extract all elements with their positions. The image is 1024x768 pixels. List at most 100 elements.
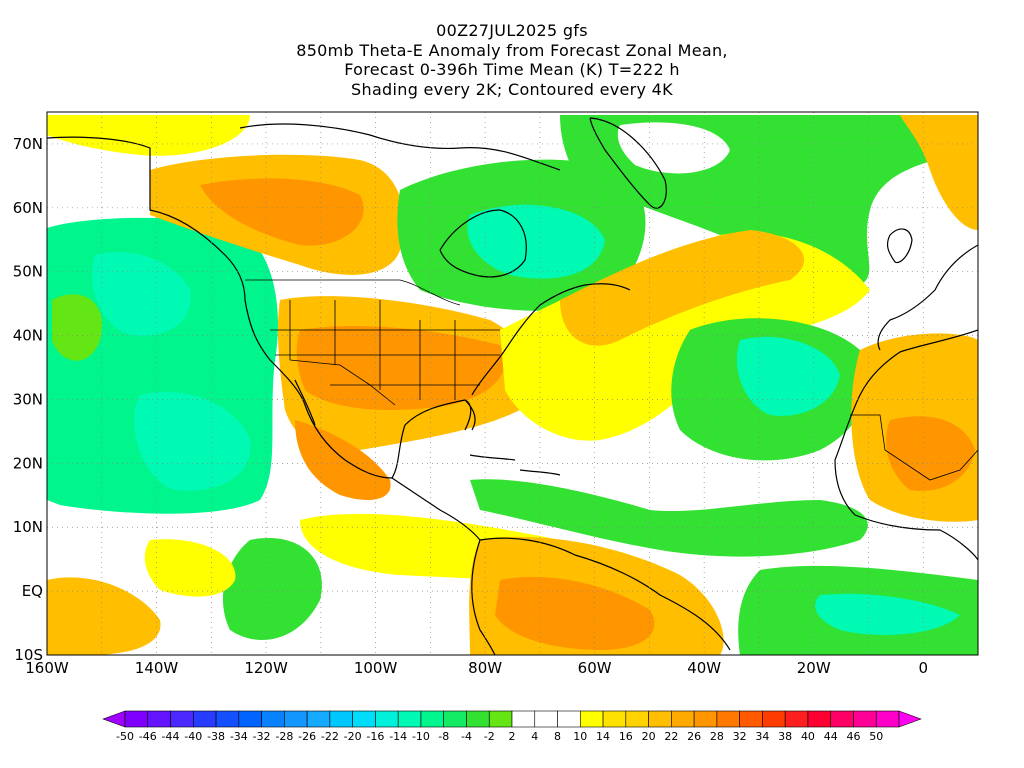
lon-tick-label: 160W: [25, 659, 69, 677]
title-line-3: Forecast 0-396h Time Mean (K) T=222 h: [344, 60, 680, 79]
coast-africa: [834, 329, 978, 561]
colorbar-swatch: [511, 710, 536, 728]
lat-tick-label: 60N: [13, 199, 43, 217]
shade-mexico-orange: [295, 420, 391, 500]
colorbar-label: -34: [230, 730, 248, 743]
colorbar-swatch: [397, 710, 422, 728]
colorbar-label: -2: [484, 730, 495, 743]
lon-axis-labels: 160W 140W 120W 100W 80W 60W 40W 20W 0: [25, 659, 928, 677]
colorbar-swatch: [261, 710, 285, 728]
border-us-states-b: [270, 329, 500, 386]
lat-tick-label: EQ: [22, 582, 43, 600]
shade-satl-lightgreen: [815, 593, 960, 635]
shade-pacific-cyan-a: [91, 251, 191, 336]
colorbar-swatch: [306, 710, 331, 728]
colorbar-swatch: [853, 710, 877, 728]
shade-sp-orange: [47, 577, 161, 655]
colorbar-swatch: [238, 710, 262, 728]
colorbar-swatch: [466, 710, 490, 728]
colorbar-label: 50: [869, 730, 883, 743]
lon-tick-label: 0: [918, 659, 928, 677]
coast-baja: [294, 379, 316, 426]
colorbar-label: 14: [596, 730, 610, 743]
lon-tick-label: 80W: [468, 659, 502, 677]
lat-tick-label: 70N: [13, 135, 43, 153]
shade-alaska-red: [200, 178, 364, 246]
colorbar-label: 22: [664, 730, 678, 743]
colorbar-swatch: [147, 710, 171, 728]
colorbar-swatch: [807, 710, 832, 728]
colorbar-label: -26: [298, 730, 316, 743]
colorbar-swatch: [625, 710, 649, 728]
colorbar-swatch: [375, 710, 399, 728]
shade-eastatl-cyan: [736, 336, 840, 416]
coast-westcoast: [244, 299, 393, 479]
lat-tick-label: 20N: [13, 454, 43, 472]
colorbar-label: 16: [619, 730, 633, 743]
lon-tick-label: 120W: [244, 659, 288, 677]
colorbar-swatch: [784, 710, 809, 728]
colorbar-label: 4: [531, 730, 538, 743]
shade-pacific-cyan-b: [134, 392, 251, 491]
colorbar-label: -46: [139, 730, 157, 743]
coast-hudson: [439, 209, 527, 278]
colorbar: -50 -46 -44 -40 -38 -34 -32 -28 -26 -22 -20 -16 -14-…: [102, 710, 922, 743]
map-frame: [46, 111, 979, 656]
colorbar-swatch: [762, 710, 786, 728]
colorbar-label: -44: [162, 730, 180, 743]
colorbar-swatch: [170, 710, 194, 728]
colorbar-swatch: [579, 710, 604, 728]
colorbar-swatch: [352, 710, 376, 728]
shade-europe-orange: [900, 115, 978, 230]
colorbar-swatch: [215, 710, 240, 728]
shade-canada-cyan: [467, 204, 605, 279]
colorbar-label: -50: [116, 730, 134, 743]
lon-tick-label: 60W: [578, 659, 612, 677]
colorbar-swatch: [488, 710, 513, 728]
coast-centralam: [391, 477, 481, 541]
colorbar-swatch: [443, 710, 467, 728]
coast-eastcoast: [471, 283, 631, 396]
colorbar-label: 26: [687, 730, 701, 743]
title-line-4: Shading every 2K; Contoured every 4K: [351, 79, 673, 99]
colorbar-label: -8: [438, 730, 449, 743]
lon-tick-label: 100W: [354, 659, 398, 677]
colorbar-label: 20: [642, 730, 656, 743]
border-sahara: [850, 414, 978, 481]
colorbar-label: -22: [321, 730, 339, 743]
colorbar-label: 38: [778, 730, 792, 743]
colorbar-label: 44: [824, 730, 838, 743]
shade-trop-eastpac-green: [222, 538, 322, 640]
political-borders: [149, 148, 978, 481]
colorbar-label: -10: [412, 730, 430, 743]
colorbar-swatch: [602, 710, 627, 728]
lon-tick-label: 140W: [135, 659, 179, 677]
colorbar-label: -28: [275, 730, 293, 743]
border-us-mexico: [289, 359, 396, 406]
colorbar-label: -20: [344, 730, 362, 743]
shade-greenland-white: [617, 122, 730, 174]
colorbar-label: 32: [733, 730, 747, 743]
map-grid: [47, 112, 978, 655]
lon-tick-label: 20W: [797, 659, 831, 677]
coast-arctic: [239, 123, 561, 171]
lat-tick-label: 40N: [13, 327, 43, 345]
shade-top-yellow-a: [47, 115, 250, 156]
colorbar-swatch: [284, 710, 308, 728]
shade-atlantic-orange-band: [560, 230, 805, 346]
shaded-field: [47, 112, 978, 655]
colorbar-swatch: [329, 710, 353, 728]
colorbar-label: -40: [184, 730, 202, 743]
chart-title: 00Z27JUL2025 gfs 850mb Theta-E Anomaly f…: [0, 21, 1024, 99]
shade-tropatl-green: [470, 479, 868, 557]
colorbar-swatch: [739, 710, 763, 728]
lon-tick-label: 40W: [687, 659, 721, 677]
lat-axis-labels: 10S EQ 10N 20N 30N 40N 50N 60N 70N: [13, 135, 43, 664]
coast-uk: [886, 228, 913, 264]
shade-southamerica-red: [495, 576, 655, 650]
colorbar-swatch: [671, 710, 695, 728]
coast-southam: [471, 537, 731, 655]
coast-greenland: [589, 117, 667, 209]
lat-tick-label: 10S: [14, 646, 43, 664]
coast-europe: [877, 244, 978, 351]
